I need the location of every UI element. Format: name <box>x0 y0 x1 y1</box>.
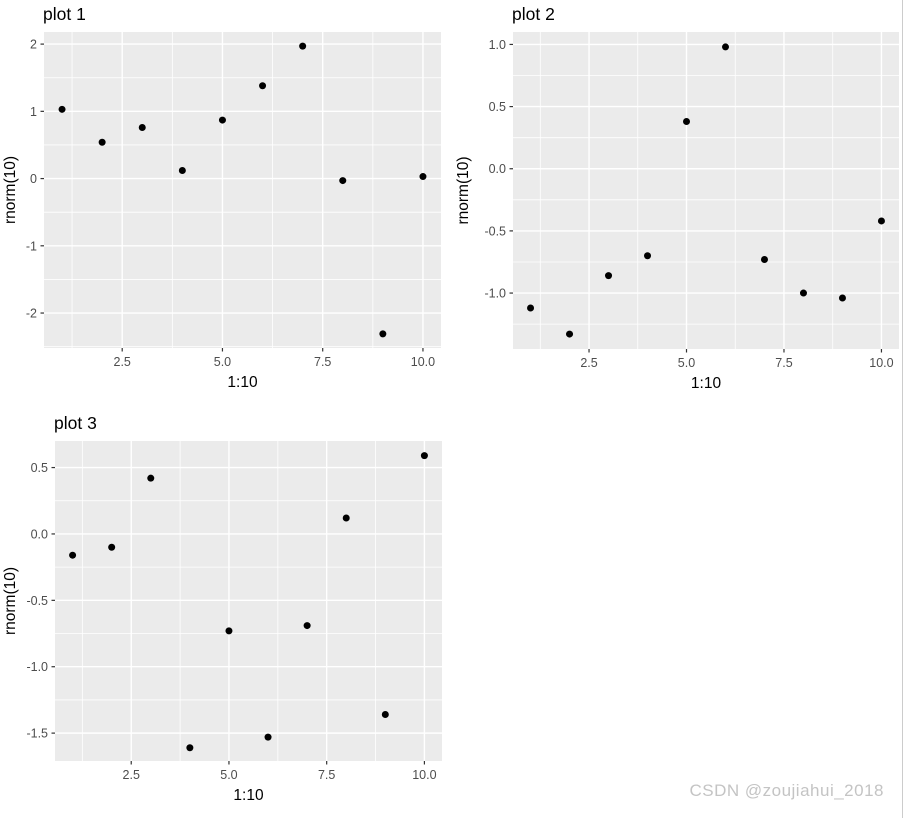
plot-title: plot 1 <box>43 4 86 24</box>
x-tick-label: 7.5 <box>775 356 792 370</box>
x-tick-label: 7.5 <box>314 355 331 369</box>
data-point <box>381 711 389 719</box>
y-tick-label: -1.0 <box>484 287 506 301</box>
data-point <box>379 330 387 338</box>
tick-marks <box>509 43 883 353</box>
y-tick-label: -0.5 <box>26 594 48 608</box>
data-point <box>838 294 846 302</box>
data-point <box>138 123 146 131</box>
tick-marks <box>40 43 424 352</box>
data-point <box>299 42 307 50</box>
y-tick-label: 2 <box>30 38 37 52</box>
right-edge-divider <box>902 0 903 818</box>
data-point <box>799 289 807 297</box>
grid-major <box>44 32 441 348</box>
data-point <box>98 138 106 146</box>
grid-minor <box>44 32 441 348</box>
plot-3: 2.5 5.0 7.5 10.0 0.5 0.0 -0.5 -1.0 -1.5 1:10 rnorm… <box>0 408 454 818</box>
y-axis-title: rnorm(10) <box>2 156 19 224</box>
data-point <box>877 217 885 225</box>
y-tick-label: -1 <box>26 239 37 253</box>
data-point <box>683 118 691 126</box>
data-point <box>264 733 272 741</box>
data-point <box>225 627 233 635</box>
data-point <box>178 167 186 175</box>
data-points <box>527 43 885 338</box>
y-tick-label: 0.5 <box>489 100 506 114</box>
plot-1: 2.5 5.0 7.5 10.0 2 1 0 -1 -2 1:10 rnorm(10) plot 1 <box>0 0 454 404</box>
y-tick-label: -2 <box>26 307 37 321</box>
x-tick-label: 7.5 <box>318 768 335 782</box>
x-axis-title: 1:10 <box>691 375 722 392</box>
data-points <box>69 452 428 752</box>
plot-2-svg: 2.5 5.0 7.5 10.0 1.0 0.5 0.0 -0.5 -1.0 1:10 rnorm(… <box>455 4 899 392</box>
tick-marks <box>51 466 426 765</box>
data-point <box>605 272 613 280</box>
grid-major <box>55 441 442 761</box>
y-tick-label: 0 <box>30 172 37 186</box>
y-tick-label: 1 <box>30 105 37 119</box>
x-tick-label: 2.5 <box>580 356 597 370</box>
data-point <box>339 177 347 185</box>
plot-title: plot 2 <box>512 4 555 24</box>
data-points <box>58 42 427 338</box>
data-point <box>69 551 77 559</box>
x-axis-title: 1:10 <box>233 787 264 804</box>
plot-2: 2.5 5.0 7.5 10.0 1.0 0.5 0.0 -0.5 -1.0 1:10 rnorm(… <box>453 0 907 404</box>
y-tick-label: -1.0 <box>26 660 48 674</box>
x-axis-title: 1:10 <box>227 374 258 391</box>
data-point <box>186 744 194 752</box>
data-point <box>527 304 535 312</box>
plot-title: plot 3 <box>54 413 97 433</box>
data-point <box>644 252 652 260</box>
x-tick-label: 5.0 <box>220 768 237 782</box>
data-point <box>721 43 729 51</box>
y-tick-label: 0.5 <box>31 461 48 475</box>
data-point <box>58 105 66 113</box>
data-point <box>760 255 768 263</box>
data-point <box>420 452 428 460</box>
y-tick-label: 0.0 <box>489 162 506 176</box>
x-tick-label: 10.0 <box>411 355 435 369</box>
x-tick-label: 5.0 <box>678 356 695 370</box>
x-tick-label: 5.0 <box>214 355 231 369</box>
data-point <box>108 543 116 551</box>
plot-1-svg: 2.5 5.0 7.5 10.0 2 1 0 -1 -2 1:10 rnorm(10) plot 1 <box>2 4 441 391</box>
data-point <box>303 622 311 630</box>
plot-3-svg: 2.5 5.0 7.5 10.0 0.5 0.0 -0.5 -1.0 -1.5 1:10 rnorm… <box>2 413 442 804</box>
y-tick-label: -0.5 <box>484 224 506 238</box>
grid-minor <box>513 32 899 349</box>
y-axis-title: rnorm(10) <box>455 156 472 224</box>
x-tick-label: 10.0 <box>412 768 436 782</box>
x-tick-label: 2.5 <box>123 768 140 782</box>
data-point <box>566 330 574 338</box>
plot-panel <box>44 32 441 348</box>
csdn-watermark: CSDN @zoujiahui_2018 <box>689 781 884 800</box>
x-tick-label: 2.5 <box>114 355 131 369</box>
data-point <box>259 82 267 90</box>
data-point <box>342 514 350 522</box>
y-axis-title: rnorm(10) <box>2 567 19 635</box>
plot-panel <box>513 32 899 349</box>
x-tick-label: 10.0 <box>869 356 893 370</box>
y-tick-label: 0.0 <box>31 527 48 541</box>
grid-major <box>513 32 899 349</box>
y-tick-label: 1.0 <box>489 38 506 52</box>
y-tick-label: -1.5 <box>26 727 48 741</box>
data-point <box>147 474 155 482</box>
data-point <box>419 173 427 181</box>
data-point <box>218 116 226 124</box>
